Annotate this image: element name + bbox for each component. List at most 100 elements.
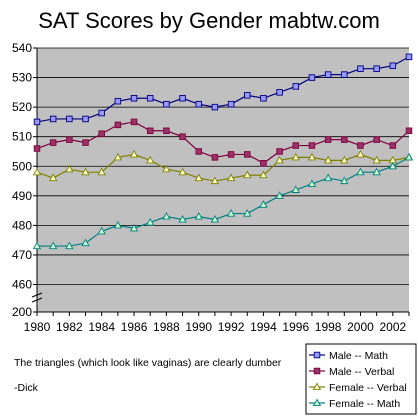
data-point-male-math	[163, 100, 170, 108]
data-point-male-verbal	[357, 142, 364, 149]
data-point-female-verbal	[259, 170, 268, 179]
legend-box	[305, 343, 417, 415]
data-point-male-math	[308, 74, 316, 81]
data-point-female-verbal	[49, 173, 58, 182]
data-point-female-math	[243, 209, 252, 217]
data-point-male-verbal	[260, 160, 267, 167]
data-point-male-verbal	[292, 142, 300, 149]
y-tick-label: 490	[12, 189, 32, 203]
data-point-male-math	[82, 115, 89, 123]
data-point-female-verbal	[194, 173, 203, 182]
data-point-female-math	[32, 241, 42, 250]
data-point-female-verbal	[226, 173, 236, 182]
data-point-female-math	[291, 185, 300, 193]
x-tick-label: 1982	[56, 320, 83, 334]
y-tick-label: 460	[12, 278, 32, 292]
y-tick-label: 480	[12, 218, 32, 232]
legend-marker	[313, 351, 321, 359]
x-tick-label: 1986	[121, 320, 148, 334]
x-tick-label: 1988	[153, 320, 180, 334]
data-point-male-verbal	[146, 127, 154, 135]
x-tick-label: 2002	[379, 320, 406, 334]
data-point-male-verbal	[49, 139, 57, 146]
x-tick-label: 1998	[315, 320, 342, 334]
data-point-female-verbal	[210, 176, 220, 185]
y-tick-label: 470	[12, 248, 32, 262]
data-point-female-verbal	[340, 155, 349, 164]
data-point-male-verbal	[405, 127, 413, 135]
data-point-female-math	[162, 211, 171, 220]
data-point-male-math	[357, 65, 364, 72]
data-point-male-math	[324, 71, 332, 78]
legend-label: Male -- Verbal	[329, 366, 394, 378]
legend-marker	[312, 382, 322, 391]
data-point-male-verbal	[373, 136, 380, 143]
data-point-male-verbal	[308, 142, 316, 149]
legend-label: Female -- Math	[329, 398, 400, 410]
data-point-male-math	[146, 95, 154, 102]
data-point-female-math	[113, 220, 123, 229]
data-point-male-verbal	[324, 136, 332, 143]
data-point-female-math	[275, 191, 284, 199]
data-point-male-verbal	[114, 121, 122, 129]
data-point-female-verbal	[178, 167, 187, 176]
x-tick-label: 1990	[185, 320, 212, 334]
data-point-female-math	[404, 152, 414, 161]
data-point-male-math	[260, 95, 267, 102]
series-line-female-verbal	[36, 153, 410, 182]
data-point-female-verbal	[291, 152, 300, 161]
data-point-male-math	[211, 103, 219, 111]
axes	[31, 47, 410, 316]
data-point-male-math	[341, 71, 348, 78]
y-tick-label: 510	[12, 130, 32, 144]
annotation-signature: -Dick	[14, 382, 38, 394]
x-tick-label: 1980	[24, 320, 51, 334]
data-point-female-verbal	[307, 152, 317, 161]
data-point-female-math	[97, 226, 106, 235]
legend: Male -- Math Male -- Verbal Female -- Verb…	[305, 343, 417, 415]
data-point-male-verbal	[227, 151, 235, 158]
data-point-male-math	[389, 62, 397, 69]
y-tick-label: 520	[12, 100, 32, 114]
legend-marker	[313, 367, 321, 375]
annotation-text: The triangles (which look like vaginas) …	[14, 357, 282, 369]
data-point-male-math	[130, 95, 138, 102]
data-point-male-math	[66, 115, 73, 123]
data-point-male-verbal	[276, 148, 283, 155]
data-point-female-verbal	[323, 155, 333, 164]
data-point-female-math	[194, 211, 203, 220]
x-tick-label: 2000	[347, 320, 374, 334]
data-point-female-math	[372, 167, 381, 176]
y-tick-label: 200	[12, 305, 32, 319]
data-point-female-math	[307, 179, 317, 188]
data-point-male-math	[405, 53, 413, 61]
data-point-female-math	[178, 214, 187, 223]
data-point-male-verbal	[244, 151, 251, 158]
y-tick-label: 500	[12, 159, 32, 173]
data-point-female-verbal	[113, 152, 123, 161]
data-point-male-verbal	[66, 136, 73, 143]
data-point-male-math	[373, 65, 380, 72]
data-point-female-verbal	[81, 167, 90, 176]
data-point-male-verbal	[163, 127, 170, 135]
data-point-male-math	[33, 118, 41, 126]
data-point-female-math	[49, 241, 58, 250]
data-point-female-math	[323, 173, 333, 182]
chart-title: SAT Scores by Gender mabtw.com	[38, 8, 380, 33]
data-point-female-verbal	[243, 170, 252, 179]
axis-break-mark	[31, 292, 43, 303]
data-point-female-math	[129, 223, 139, 232]
data-point-male-verbal	[211, 154, 219, 161]
legend-marker	[312, 398, 322, 407]
data-point-male-verbal	[195, 148, 202, 155]
legend-label: Male -- Math	[329, 350, 388, 362]
data-point-male-verbal	[179, 133, 186, 140]
data-point-male-math	[227, 100, 235, 108]
y-tick-label: 530	[12, 71, 32, 85]
data-point-female-math	[226, 209, 236, 217]
data-point-female-verbal	[275, 155, 284, 164]
data-point-male-math	[276, 89, 283, 96]
data-point-female-math	[340, 176, 349, 185]
data-point-male-verbal	[33, 145, 41, 152]
